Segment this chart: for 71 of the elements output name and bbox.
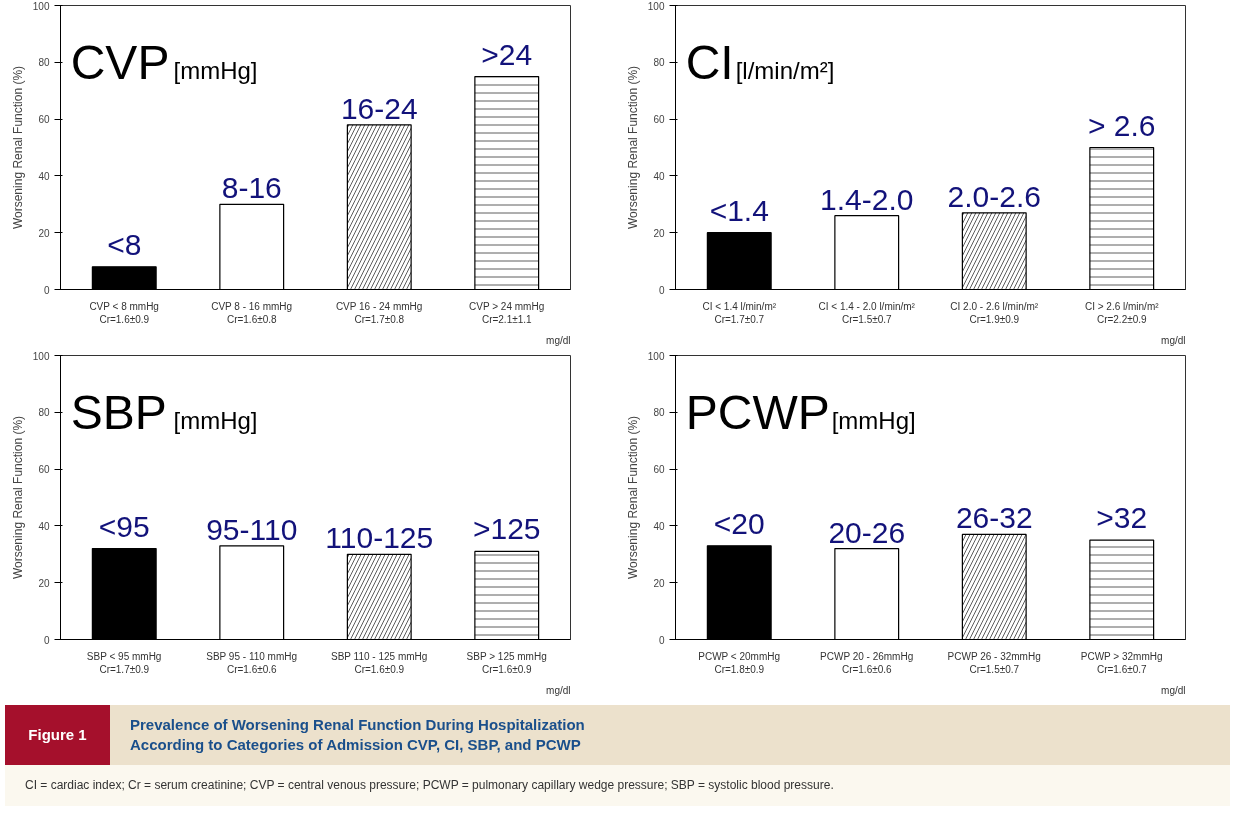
caption: Figure 1 bbox=[5, 705, 110, 765]
x-tick-label: CVP > 24 mmHg Cr=2.1±1.1 bbox=[469, 300, 545, 325]
text: mg/dl bbox=[546, 684, 571, 696]
data-label: 1.4-2.0 bbox=[820, 182, 914, 216]
x-tick-label: SBP < 95 mmHg Cr=1.7±0.9 bbox=[86, 650, 162, 675]
text: CI = cardiac index; Cr = serum creatinine; CVP = central venous pressure; PCWP = pulmonary capillary wedge pressure; SBP = systolic blood pressure. bbox=[5, 765, 1230, 807]
y-tick-label: 80 bbox=[38, 407, 50, 419]
text: mg/dl bbox=[1161, 684, 1186, 696]
x-tick-label: PCWP 26 - 32mmHg Cr=1.5±0.7 bbox=[947, 650, 1041, 675]
x-tick-label: CI 2.0 - 2.6 l/min/m² Cr=1.9±0.9 bbox=[950, 300, 1039, 325]
y-axis-title: Worsening Renal Function (%) bbox=[10, 65, 25, 230]
y-tick-label: 0 bbox=[43, 634, 50, 646]
y-tick-label: 0 bbox=[658, 284, 665, 296]
y-tick-label: 60 bbox=[38, 464, 50, 476]
data-label: <1.4 bbox=[709, 193, 769, 227]
data-label: 8-16 bbox=[221, 171, 282, 205]
y-tick-label: 20 bbox=[38, 577, 50, 589]
y-tick-label: 80 bbox=[38, 57, 50, 69]
text: CI[l/min/m²] bbox=[685, 35, 835, 89]
x-tick-label: CI > 2.6 l/min/m² Cr=2.2±0.9 bbox=[1084, 300, 1160, 325]
data-label: 110-125 bbox=[325, 521, 434, 555]
x-tick-label: SBP 110 - 125 mmHg Cr=1.6±0.9 bbox=[330, 650, 428, 675]
y-tick-label: 100 bbox=[647, 350, 665, 362]
y-tick-label: 100 bbox=[647, 0, 665, 12]
y-axis-title: Worsening Renal Function (%) bbox=[625, 65, 640, 230]
text: Prevalence of Worsening Renal Function During Hospitalization According to Categories of Admission CVP, CI, SBP, and PCWP bbox=[129, 715, 586, 755]
text: mg/dl bbox=[546, 334, 571, 346]
y-tick-label: 40 bbox=[653, 520, 665, 532]
text: CVP[mmHg] bbox=[70, 35, 258, 89]
y-tick-label: 80 bbox=[653, 57, 665, 69]
data-label: <8 bbox=[107, 227, 142, 261]
x-tick-label: PCWP < 20mmHg Cr=1.8±0.9 bbox=[698, 650, 781, 675]
y-tick-label: 40 bbox=[38, 170, 50, 182]
data-label: 16-24 bbox=[340, 91, 418, 125]
y-axis-title: Worsening Renal Function (%) bbox=[10, 415, 25, 580]
text: mg/dl bbox=[1161, 334, 1186, 346]
y-tick-label: 20 bbox=[653, 227, 665, 239]
data-label: 26-32 bbox=[955, 501, 1033, 535]
data-label: >125 bbox=[472, 512, 541, 546]
data-label: 20-26 bbox=[828, 515, 906, 549]
y-tick-label: 100 bbox=[32, 0, 50, 12]
x-tick-label: CI < 1.4 - 2.0 l/min/m² Cr=1.5±0.7 bbox=[818, 300, 916, 325]
x-tick-label: PCWP > 32mmHg Cr=1.6±0.7 bbox=[1080, 650, 1163, 675]
y-tick-label: 0 bbox=[658, 634, 665, 646]
y-tick-label: 20 bbox=[38, 227, 50, 239]
y-tick-label: 60 bbox=[38, 114, 50, 126]
y-tick-label: 60 bbox=[653, 114, 665, 126]
data-label: >32 bbox=[1096, 501, 1148, 535]
x-tick-label: CI < 1.4 l/min/m² Cr=1.7±0.7 bbox=[702, 300, 777, 325]
y-tick-label: 0 bbox=[43, 284, 50, 296]
text: PCWP[mmHg] bbox=[685, 385, 916, 439]
x-tick-label: CVP 8 - 16 mmHg Cr=1.6±0.8 bbox=[211, 300, 293, 325]
y-tick-label: 60 bbox=[653, 464, 665, 476]
data-label: 95-110 bbox=[206, 512, 298, 546]
x-tick-label: SBP 95 - 110 mmHg Cr=1.6±0.6 bbox=[206, 650, 298, 675]
data-label: <20 bbox=[713, 506, 765, 540]
y-tick-label: 100 bbox=[32, 350, 50, 362]
data-label: > 2.6 bbox=[1087, 108, 1156, 142]
y-axis-title: Worsening Renal Function (%) bbox=[625, 415, 640, 580]
data-label: <95 bbox=[98, 509, 150, 543]
text: SBP[mmHg] bbox=[70, 385, 258, 439]
x-tick-label: PCWP 20 - 26mmHg Cr=1.6±0.6 bbox=[820, 650, 914, 675]
x-tick-label: CVP < 8 mmHg Cr=1.6±0.9 bbox=[89, 300, 159, 325]
y-tick-label: 40 bbox=[38, 520, 50, 532]
x-tick-label: CVP 16 - 24 mmHg Cr=1.7±0.8 bbox=[335, 300, 423, 325]
y-tick-label: 40 bbox=[653, 170, 665, 182]
x-tick-label: SBP > 125 mmHg Cr=1.6±0.9 bbox=[466, 650, 547, 675]
y-tick-label: 20 bbox=[653, 577, 665, 589]
data-label: >24 bbox=[481, 37, 533, 71]
y-tick-label: 80 bbox=[653, 407, 665, 419]
data-label: 2.0-2.6 bbox=[947, 179, 1041, 213]
